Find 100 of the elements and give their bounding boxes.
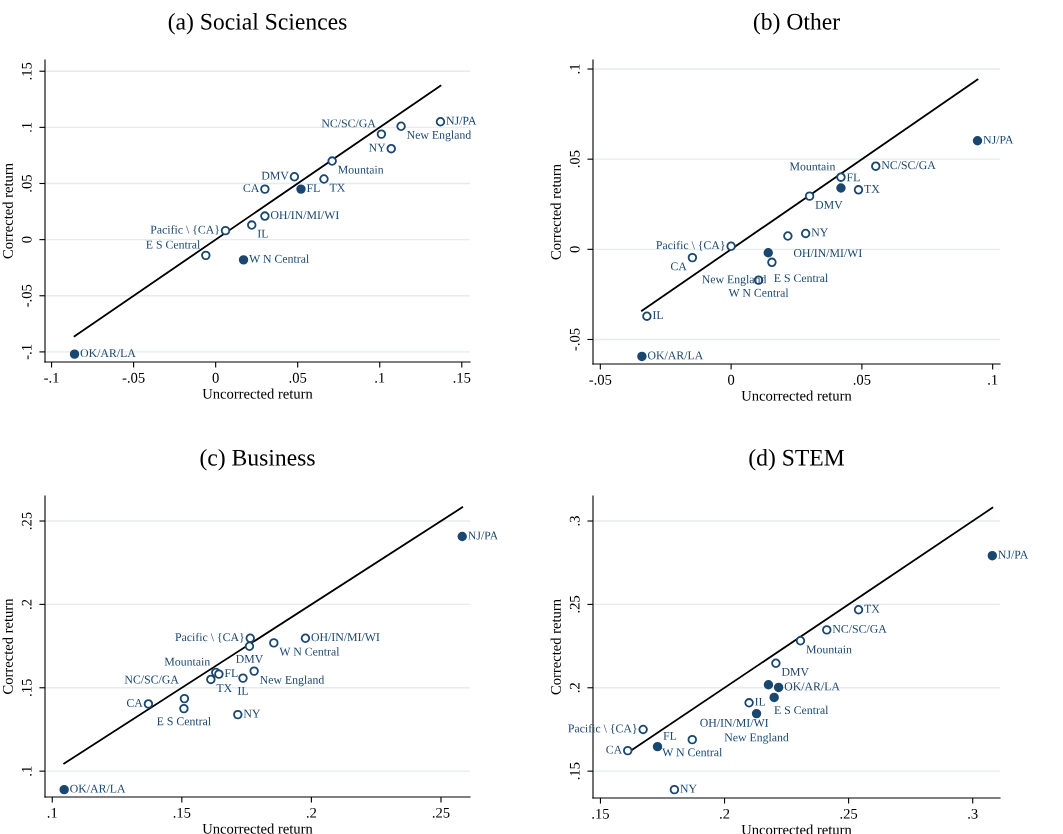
annotation: E S Central xyxy=(157,716,211,726)
annotation: Pacific \ {CA} xyxy=(150,225,219,236)
x-tick-label: .15 xyxy=(173,807,191,818)
y-tick-label: -.05 xyxy=(21,284,32,307)
annotation: Pacific \ {CA} xyxy=(175,632,244,643)
annotation: W N Central xyxy=(249,254,309,263)
annotation: TX xyxy=(864,184,880,193)
annotation: DMV xyxy=(236,655,264,663)
x-tick-label: .25 xyxy=(432,807,450,818)
y-tick-label: 0 xyxy=(569,246,580,253)
annotation: DMV xyxy=(781,668,809,676)
annotation: E S Central xyxy=(774,705,829,715)
annotation: New England xyxy=(260,675,325,687)
annotation: TX xyxy=(329,183,346,192)
y-tick-label: .1 xyxy=(21,122,32,132)
annotation: IL xyxy=(755,697,766,706)
y-tick-label: .15 xyxy=(21,679,32,696)
y-tick-label: .1 xyxy=(569,64,580,74)
x-tick-label: .1 xyxy=(47,807,57,818)
x-tick-label: 0 xyxy=(728,374,735,385)
annotation: IL xyxy=(257,229,268,238)
annotation: NC/SC/GA xyxy=(321,119,376,128)
annotation: CA xyxy=(126,698,143,707)
annotation: NJ/PA xyxy=(468,531,499,540)
annotation: NJ/PA xyxy=(998,550,1029,559)
x-tick-label: .2 xyxy=(720,808,730,819)
y-tick-label: .1 xyxy=(21,766,32,776)
x-tick-label: .05 xyxy=(289,372,307,383)
x-axis-title: Uncorrected return xyxy=(202,823,313,834)
y-tick-label: .2 xyxy=(21,599,32,609)
annotation: IL xyxy=(237,686,248,695)
chart-title: (b) Other xyxy=(753,13,840,35)
x-tick-label: .1 xyxy=(375,372,385,383)
annotation: Mountain xyxy=(806,645,852,654)
annotation: NY xyxy=(368,143,386,152)
annotation: NC/SC/GA xyxy=(881,161,936,170)
annotation: W N Central xyxy=(662,747,723,757)
x-tick-label: .25 xyxy=(840,808,858,819)
y-axis-title: Corrected return xyxy=(2,598,13,694)
annotation: NY xyxy=(680,784,697,793)
y-tick-label: .25 xyxy=(21,512,32,530)
annotation: DMV xyxy=(815,200,843,209)
annotation: E S Central xyxy=(774,273,828,283)
annotation: Mountain xyxy=(338,165,384,174)
x-tick-label: .2 xyxy=(306,807,317,818)
annotation: New England xyxy=(406,130,472,142)
x-axis-title: Uncorrected return xyxy=(741,824,852,834)
annotation: OH/IN/MI/WI xyxy=(270,211,339,220)
y-tick-label: .05 xyxy=(569,150,580,168)
annotation: NY xyxy=(811,228,828,237)
x-axis-title: Uncorrected return xyxy=(741,390,852,401)
y-tick-label: .15 xyxy=(21,62,32,80)
annotation: OH/IN/MI/WI xyxy=(793,249,862,258)
annotation: CA xyxy=(670,262,687,271)
y-tick-label: .25 xyxy=(569,595,580,613)
y-tick-label: 0 xyxy=(21,236,32,243)
chart-title: (a) Social Sciences xyxy=(168,13,347,35)
annotation: TX xyxy=(216,684,232,692)
x-tick-label: -.1 xyxy=(44,372,59,383)
annotation: CA xyxy=(606,745,623,754)
x-tick-label: -.05 xyxy=(122,372,145,383)
chart-title: (c) Business xyxy=(200,449,315,471)
annotation: E S Central xyxy=(146,240,201,249)
y-tick-label: .2 xyxy=(569,683,580,693)
annotation: FL xyxy=(663,732,677,740)
annotation: NJ/PA xyxy=(446,116,477,125)
chart-title: (d) STEM xyxy=(749,449,845,471)
annotation: FL xyxy=(846,173,860,182)
y-tick-label: .05 xyxy=(21,174,32,192)
annotation: Mountain xyxy=(164,657,211,666)
annotation: NC/SC/GA xyxy=(832,624,887,633)
annotation: OH/IN/MI/WI xyxy=(700,718,769,727)
y-tick-label: -.1 xyxy=(21,344,32,360)
annotation: OK/AR/LA xyxy=(70,784,126,793)
x-tick-label: -.05 xyxy=(589,374,612,385)
annotation: NC/SC/GA xyxy=(124,675,179,684)
annotation: IL xyxy=(652,311,663,320)
annotation: Mountain xyxy=(789,162,836,171)
y-axis-title: Corrected return xyxy=(550,599,561,695)
x-tick-label: 0 xyxy=(212,372,219,383)
y-axis-title: Corrected return xyxy=(2,163,13,259)
annotation: NJ/PA xyxy=(983,135,1014,144)
x-tick-label: .3 xyxy=(968,808,978,819)
annotation: CA xyxy=(243,184,260,193)
annotation: OH/IN/MI/WI xyxy=(311,633,380,642)
annotation: W N Central xyxy=(279,647,340,656)
annotation: W N Central xyxy=(728,288,789,297)
y-tick-label: -.05 xyxy=(569,328,580,351)
y-tick-label: .15 xyxy=(569,762,580,780)
annotation: DMV xyxy=(261,171,289,180)
x-tick-label: .15 xyxy=(592,808,609,819)
x-tick-label: .05 xyxy=(853,374,871,385)
y-axis-title: Corrected return xyxy=(550,164,561,260)
annotation: OK/AR/LA xyxy=(80,349,136,358)
annotation: Pacific \ {CA} xyxy=(656,240,725,251)
annotation: OK/AR/LA xyxy=(647,351,704,360)
x-tick-label: .1 xyxy=(988,374,998,385)
annotation: FL xyxy=(306,184,320,192)
x-tick-label: .15 xyxy=(453,372,471,383)
x-axis-title: Uncorrected return xyxy=(202,388,313,399)
